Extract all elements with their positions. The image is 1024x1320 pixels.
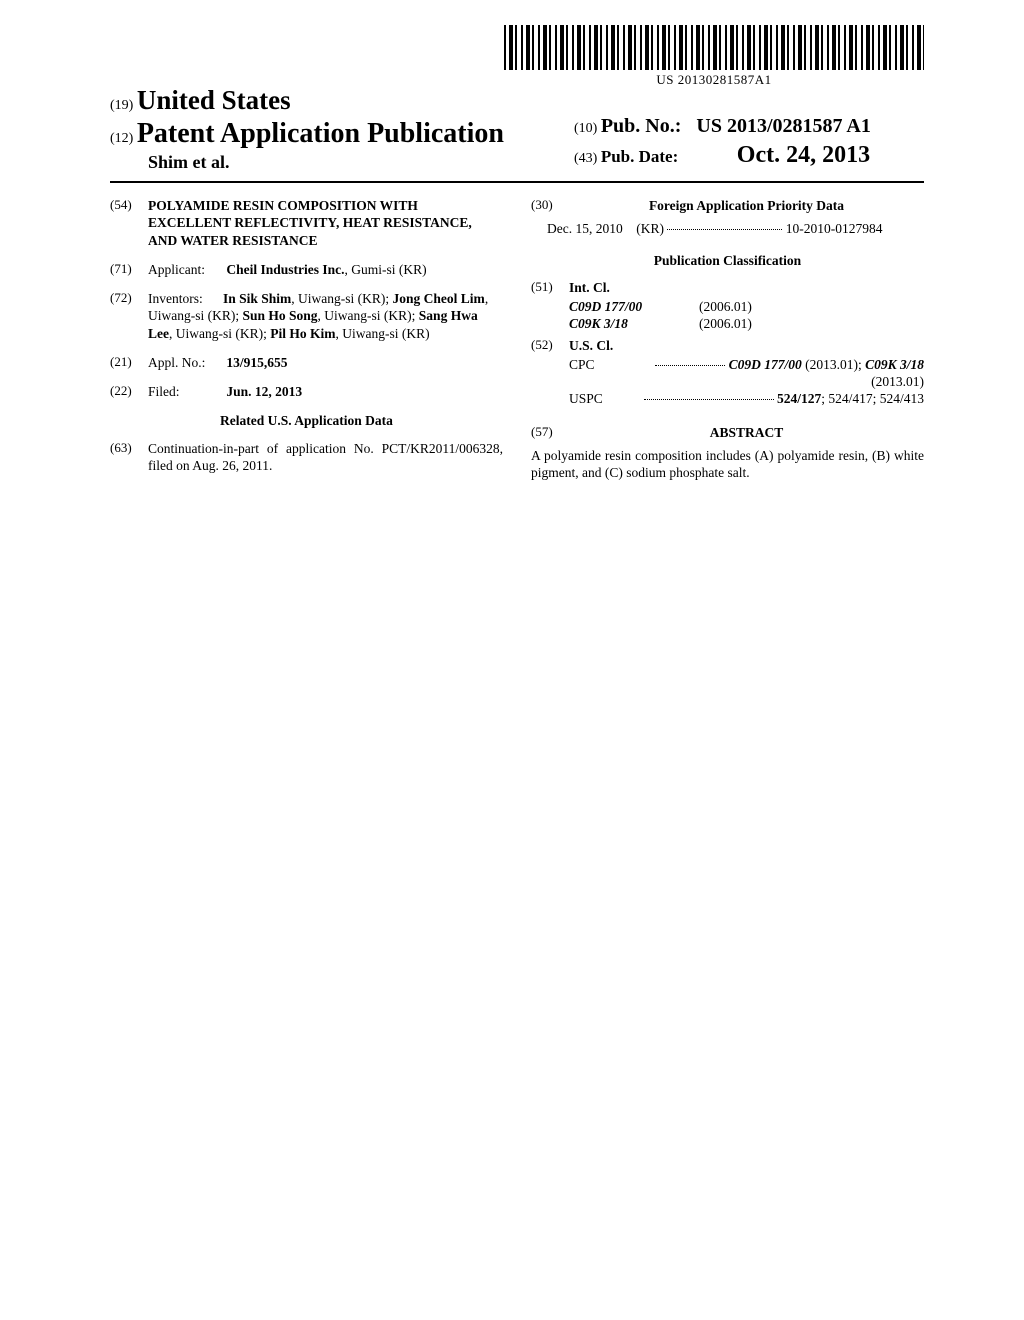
header-right: (10) Pub. No.: US 2013/0281587 A1 (43) P… — [574, 115, 924, 169]
header-divider — [110, 181, 924, 183]
pubno-value: US 2013/0281587 A1 — [696, 115, 870, 137]
abstract-label: ABSTRACT — [569, 424, 924, 441]
code-21: (21) — [110, 354, 148, 371]
inventor-1: In Sik Shim — [223, 291, 291, 306]
intcl-label: Int. Cl. — [569, 279, 924, 296]
cpc-2: C09K 3/18 — [865, 357, 924, 372]
foreign-appno: 10-2010-0127984 — [786, 221, 883, 236]
cpc-2-yr: (2013.01) — [569, 373, 924, 390]
code-22: (22) — [110, 383, 148, 400]
left-column: (54) POLYAMIDE RESIN COMPOSITION WITH EX… — [110, 197, 503, 486]
code-30: (30) — [531, 197, 569, 214]
inventor-1-loc: , Uiwang-si (KR); — [291, 291, 392, 306]
leader-dots-icon — [667, 229, 782, 230]
pubdate-label: Pub. Date: — [601, 147, 678, 166]
uspc-1: 524/127 — [777, 391, 821, 406]
foreign-country: (KR) — [636, 221, 664, 236]
applno-value: 13/915,655 — [226, 355, 287, 370]
publication-type: Patent Application Publication — [137, 118, 504, 149]
code-71: (71) — [110, 261, 148, 278]
barcode-icon — [504, 25, 924, 70]
barcode-text: US 20130281587A1 — [504, 72, 924, 88]
foreign-date: Dec. 15, 2010 — [547, 221, 623, 236]
code-57: (57) — [531, 424, 569, 441]
continuation-text: Continuation-in-part of application No. … — [148, 440, 503, 475]
uscl-label: U.S. Cl. — [569, 337, 924, 354]
abstract-text: A polyamide resin composition includes (… — [531, 447, 924, 482]
pubdate-value: Oct. 24, 2013 — [737, 142, 870, 168]
inventors-label: Inventors: — [148, 290, 223, 307]
code-10: (10) — [574, 121, 597, 136]
inventor-5: Pil Ho Kim — [270, 326, 335, 341]
cpc-1: C09D 177/00 — [729, 357, 802, 372]
intcl-1: C09D 177/00 — [569, 298, 699, 315]
applicant-label: Applicant: — [148, 261, 223, 278]
intcl-2-ver: (2006.01) — [699, 315, 752, 332]
inventor-4-loc: , Uiwang-si (KR); — [169, 326, 270, 341]
invention-title: POLYAMIDE RESIN COMPOSITION WITH EXCELLE… — [148, 197, 503, 249]
pubclass-heading: Publication Classification — [531, 252, 924, 269]
uspc-label: USPC — [569, 390, 603, 407]
applicant-name: Cheil Industries Inc. — [226, 262, 344, 277]
cpc-1-yr: (2013.01); — [802, 357, 865, 372]
cpc-label: CPC — [569, 356, 595, 373]
code-51: (51) — [531, 279, 569, 296]
code-63: (63) — [110, 440, 148, 475]
code-52: (52) — [531, 337, 569, 354]
uspc-rest: ; 524/417; 524/413 — [821, 391, 924, 406]
pubno-label: Pub. No.: — [601, 115, 682, 137]
right-column: (30) Foreign Application Priority Data D… — [531, 197, 924, 486]
country-name: United States — [137, 85, 291, 115]
applno-label: Appl. No.: — [148, 354, 223, 371]
barcode-block: US 20130281587A1 — [504, 25, 924, 88]
intcl-2: C09K 3/18 — [569, 315, 699, 332]
code-12: (12) — [110, 131, 133, 146]
filed-value: Jun. 12, 2013 — [226, 384, 302, 399]
leader-dots-icon — [655, 365, 725, 366]
code-54: (54) — [110, 197, 148, 249]
related-data-heading: Related U.S. Application Data — [110, 412, 503, 429]
code-72: (72) — [110, 290, 148, 342]
code-43: (43) — [574, 151, 597, 166]
applicant-loc: , Gumi-si (KR) — [345, 262, 427, 277]
inventor-2: Jong Cheol Lim — [393, 291, 485, 306]
inventor-5-loc: , Uiwang-si (KR) — [336, 326, 430, 341]
code-19: (19) — [110, 98, 133, 113]
leader-dots-icon — [644, 399, 774, 400]
filed-label: Filed: — [148, 383, 223, 400]
intcl-1-ver: (2006.01) — [699, 298, 752, 315]
inventor-3: Sun Ho Song — [243, 308, 318, 323]
foreign-priority-heading: Foreign Application Priority Data — [569, 197, 924, 214]
inventor-3-loc: , Uiwang-si (KR); — [318, 308, 419, 323]
